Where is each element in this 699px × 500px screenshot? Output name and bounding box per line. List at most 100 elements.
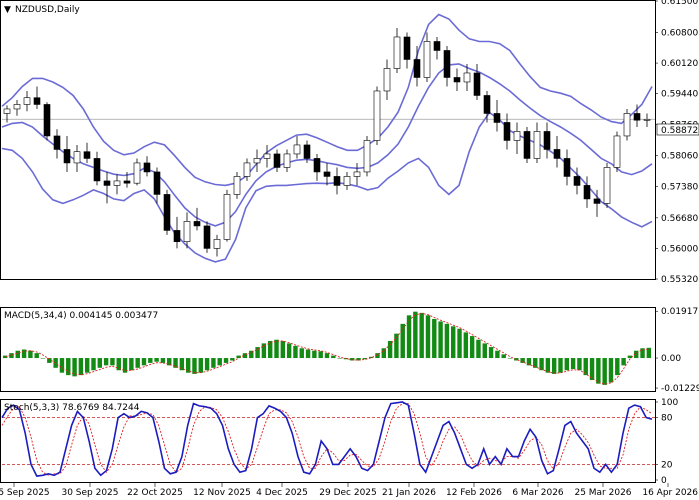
time-tick-label: 29 Dec 2025 — [319, 488, 377, 498]
macd-bar — [520, 358, 525, 363]
macd-bar — [564, 358, 570, 371]
macd-bar — [204, 358, 210, 371]
candle — [433, 36, 441, 60]
macd-bar — [267, 340, 273, 359]
macd-bar — [249, 350, 254, 359]
macd-bar — [413, 311, 418, 359]
macd-bar — [84, 358, 90, 373]
price-tick-label: 0.59440 — [661, 90, 698, 100]
bollinger-middle-band — [1, 63, 653, 227]
candle — [73, 144, 81, 172]
stoch-panel-frame — [0, 399, 656, 483]
macd-bar — [400, 323, 405, 359]
macd-bar — [646, 347, 652, 359]
macd-bar — [312, 350, 317, 359]
candle — [483, 90, 491, 123]
title-marker-icon: ▼ — [4, 5, 11, 15]
macd-bar — [211, 358, 216, 368]
macd-bar — [438, 321, 443, 359]
macd-signal-line — [5, 312, 649, 385]
macd-bar — [331, 355, 336, 359]
candle — [383, 59, 391, 100]
macd-bar — [507, 358, 513, 359]
macd-bar — [286, 343, 292, 359]
macd-title: MACD(5,34,4) 0.004145 0.003477 — [4, 311, 158, 321]
time-tick-label: 16 Apr 2026 — [642, 488, 698, 498]
macd-bar — [223, 358, 229, 363]
macd-bar — [293, 345, 298, 359]
macd-bar — [425, 315, 431, 359]
macd-bar — [444, 323, 450, 359]
macd-bar — [217, 358, 222, 366]
time-tick-label: 6 Mar 2026 — [512, 488, 564, 498]
price-tick-label: 0.60120 — [661, 59, 698, 69]
macd-bar — [337, 358, 342, 359]
macd-bar — [305, 349, 311, 359]
candle — [253, 149, 261, 172]
candle — [43, 102, 51, 141]
macd-bar — [179, 358, 185, 371]
macd-tick-label: 0.019175 — [661, 307, 699, 317]
bollinger-upper-band — [1, 13, 653, 187]
macd-bar — [66, 358, 71, 376]
macd-bar — [368, 356, 374, 359]
candle — [633, 104, 641, 127]
price-tick-label: 0.57380 — [661, 182, 698, 192]
macd-bar — [457, 328, 462, 359]
candle — [463, 63, 471, 91]
candle — [613, 131, 621, 172]
stoch-title: Stoch(5,3,3) 78.6769 84.7244 — [4, 403, 140, 413]
macd-bar — [47, 358, 52, 363]
candle — [313, 153, 321, 181]
macd-bar — [299, 348, 304, 359]
macd-bar — [495, 350, 500, 359]
macd-bar — [173, 358, 178, 368]
macd-bar — [406, 315, 412, 359]
macd-bar — [501, 354, 506, 359]
macd-tick-label: -0.012293 — [661, 384, 699, 394]
stoch-tick-label: 20 — [661, 460, 673, 470]
macd-bar — [634, 350, 639, 359]
macd-bar — [15, 350, 20, 359]
macd-bar — [570, 358, 576, 370]
candle — [83, 142, 91, 163]
macd-bar — [551, 358, 557, 374]
macd-bar — [394, 333, 399, 359]
price-tick-label: 0.55320 — [661, 275, 698, 285]
price-panel: 0.615000.608000.601200.594400.587600.580… — [1, 0, 698, 285]
macd-bar — [615, 358, 620, 376]
macd-bar — [2, 355, 8, 359]
candle — [473, 63, 481, 100]
candle — [523, 126, 531, 163]
candle — [423, 32, 431, 82]
candle — [143, 156, 151, 177]
candle — [573, 167, 581, 195]
time-tick-label: 25 Mar 2026 — [574, 488, 631, 498]
candle — [273, 149, 281, 172]
macd-bar — [526, 358, 532, 366]
candle — [343, 171, 351, 190]
macd-bar — [122, 358, 128, 373]
candle — [173, 216, 181, 249]
candle — [223, 189, 231, 242]
macd-bar — [602, 358, 607, 385]
candle — [393, 27, 401, 73]
macd-bar — [362, 358, 368, 360]
macd-bar — [21, 349, 27, 359]
candle — [333, 167, 341, 195]
candle — [263, 144, 271, 168]
candle — [443, 45, 451, 87]
macd-bar — [59, 358, 65, 373]
macd-bar — [621, 358, 626, 366]
macd-bar — [141, 358, 147, 366]
macd-panel-frame — [0, 307, 656, 392]
price-tick-label: 0.58060 — [661, 152, 698, 162]
macd-bar — [72, 358, 77, 377]
candle — [363, 135, 371, 177]
candle — [233, 171, 241, 199]
macd-bar — [356, 358, 361, 361]
macd-bar — [160, 358, 166, 363]
macd-bar — [419, 312, 424, 359]
macd-bar — [596, 358, 601, 384]
